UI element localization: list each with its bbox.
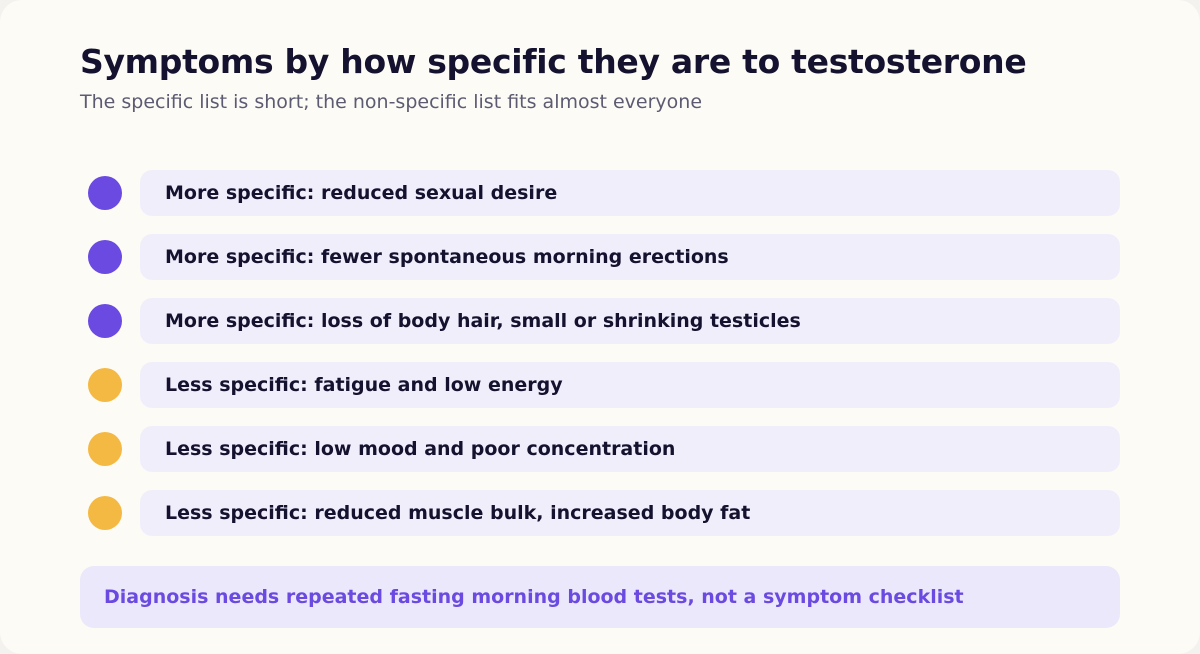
less-specific-dot [88, 432, 122, 466]
less-specific-dot [88, 368, 122, 402]
symptom-label: Less specific: reduced muscle bulk, incr… [140, 490, 1120, 536]
less-specific-dot [88, 496, 122, 530]
list-item: More specific: loss of body hair, small … [88, 298, 1120, 344]
list-item: More specific: fewer spontaneous morning… [88, 234, 1120, 280]
list-item: Less specific: reduced muscle bulk, incr… [88, 490, 1120, 536]
more-specific-dot [88, 176, 122, 210]
list-item: Less specific: low mood and poor concent… [88, 426, 1120, 472]
more-specific-dot [88, 240, 122, 274]
symptom-label: Less specific: low mood and poor concent… [140, 426, 1120, 472]
diagnosis-note: Diagnosis needs repeated fasting morning… [80, 566, 1120, 628]
page-title: Symptoms by how specific they are to tes… [80, 42, 1027, 81]
symptom-label: More specific: loss of body hair, small … [140, 298, 1120, 344]
symptom-label: More specific: reduced sexual desire [140, 170, 1120, 216]
more-specific-dot [88, 304, 122, 338]
symptom-label: Less specific: fatigue and low energy [140, 362, 1120, 408]
symptom-label: More specific: fewer spontaneous morning… [140, 234, 1120, 280]
list-item: Less specific: fatigue and low energy [88, 362, 1120, 408]
symptom-list: More specific: reduced sexual desire Mor… [88, 170, 1120, 554]
list-item: More specific: reduced sexual desire [88, 170, 1120, 216]
page-subtitle: The specific list is short; the non-spec… [80, 91, 703, 113]
